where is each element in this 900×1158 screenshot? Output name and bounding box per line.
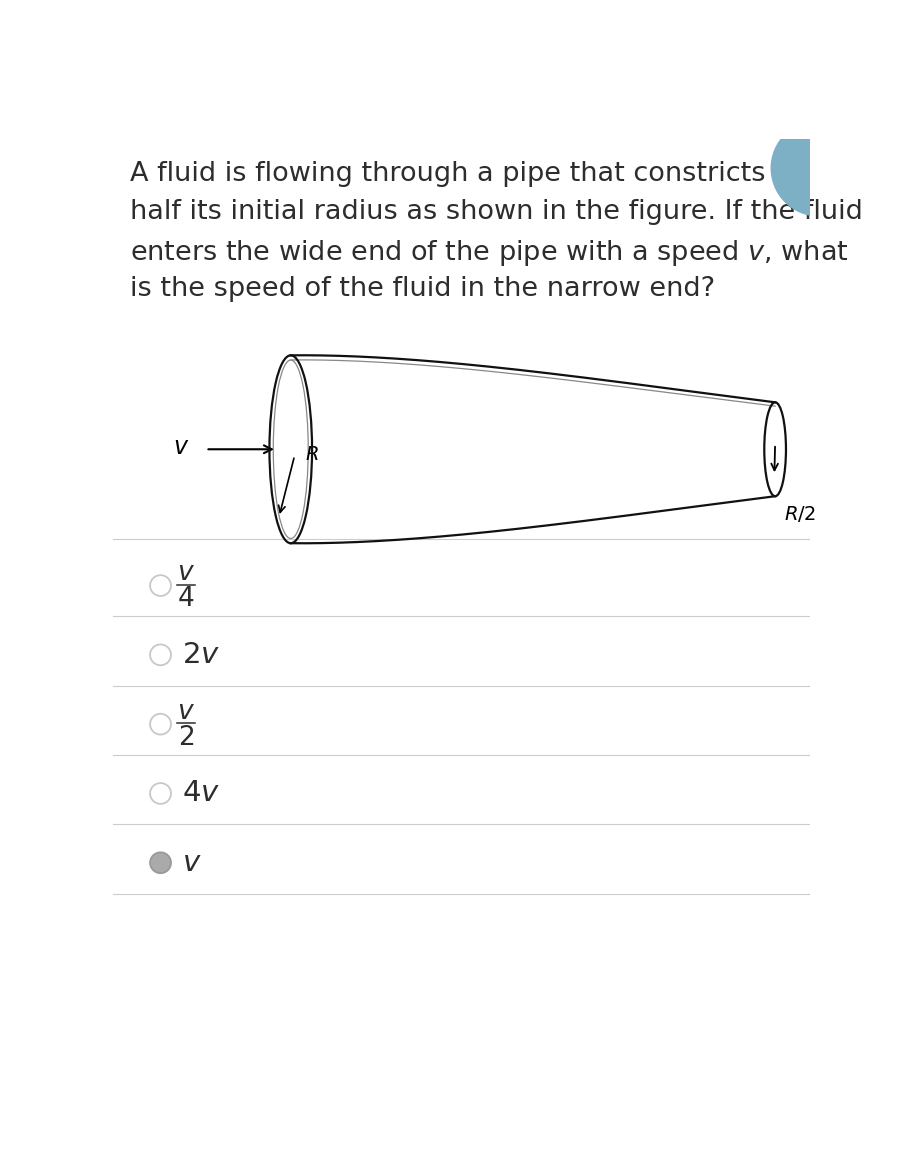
Circle shape [771, 120, 868, 215]
Text: $2v$: $2v$ [182, 640, 220, 669]
Text: $R/2$: $R/2$ [785, 504, 816, 523]
Text: is the speed of the fluid in the narrow end?: is the speed of the fluid in the narrow … [130, 276, 715, 302]
Text: $4v$: $4v$ [182, 779, 220, 807]
Text: $v$: $v$ [182, 849, 202, 877]
Text: half its initial radius as shown in the figure. If the fluid: half its initial radius as shown in the … [130, 199, 862, 225]
Text: $v$: $v$ [177, 698, 195, 724]
Text: A fluid is flowing through a pipe that constricts to: A fluid is flowing through a pipe that c… [130, 161, 801, 186]
Text: $2$: $2$ [178, 725, 194, 749]
Text: enters the wide end of the pipe with a speed $v$, what: enters the wide end of the pipe with a s… [130, 237, 848, 267]
Circle shape [150, 852, 171, 873]
Text: $v$: $v$ [177, 560, 195, 585]
Text: $4$: $4$ [177, 586, 194, 611]
Text: $R$: $R$ [305, 447, 320, 464]
Text: $v$: $v$ [173, 437, 189, 460]
